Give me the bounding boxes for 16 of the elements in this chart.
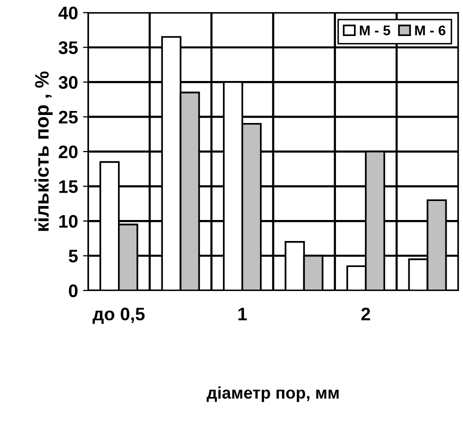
y-tick-label: 40 [58,6,78,20]
legend-label: М - 5 [360,26,390,36]
x-tick-label: 2 [361,308,370,320]
y-tick-label: 30 [58,76,78,89]
x-axis-title: діаметр пор, мм [206,386,339,402]
x-tick-label: до 0,5 [92,308,145,324]
y-tick-label: 15 [59,180,78,194]
legend-label: М - 6 [415,25,446,36]
y-tick-label: 5 [68,250,78,262]
y-tick-label: 20 [58,145,78,158]
y-tick-label: 35 [58,41,78,54]
y-tick-label: 10 [59,214,78,228]
y-tick-label: 25 [58,110,78,124]
y-tick-label: 0 [68,284,78,298]
y-axis-title: кількість пор , % [34,71,53,231]
x-tick-label: 1 [238,308,247,320]
